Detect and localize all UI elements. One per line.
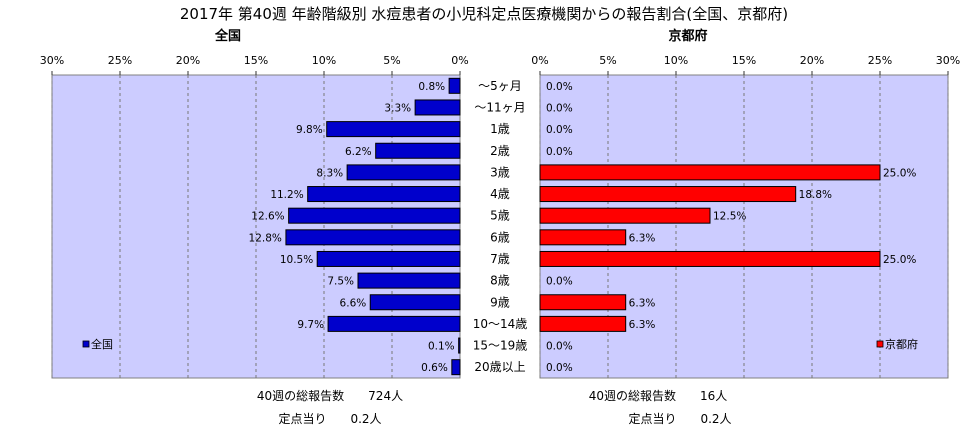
kyoto-data-label: 25.0% <box>883 254 916 266</box>
kyoto-x-tick-label: 0% <box>531 54 548 67</box>
national-bar <box>346 164 461 181</box>
national-bar <box>458 337 461 354</box>
kyoto-data-label: 0.0% <box>546 341 573 353</box>
kyoto-x-tick-label: 5% <box>599 54 616 67</box>
kyoto-data-label: 0.0% <box>546 362 573 374</box>
category-label: 8歳 <box>490 274 510 288</box>
kyoto-data-label: 6.3% <box>629 232 656 244</box>
category-label: 5歳 <box>490 209 510 223</box>
chart-title: 2017年 第40週 年齢階級別 水痘患者の小児科定点医療機関からの報告割合(全… <box>180 5 788 23</box>
national-bar <box>451 359 461 376</box>
kyoto-x-tick-label: 10% <box>664 54 688 67</box>
national-x-tick-label: 25% <box>108 54 132 67</box>
national-x-tick-label: 10% <box>312 54 336 67</box>
national-x-tick-label: 5% <box>383 54 400 67</box>
category-label: 2歳 <box>490 144 510 158</box>
national-data-label: 6.2% <box>345 146 372 158</box>
national-bar <box>316 250 461 267</box>
category-label: ～5ヶ月 <box>478 79 522 93</box>
national-bar <box>375 142 461 159</box>
national-x-tick-label: 15% <box>244 54 268 67</box>
kyoto-data-label: 18.8% <box>799 189 832 201</box>
national-x-tick-label: 0% <box>451 54 468 67</box>
national-data-label: 0.8% <box>418 81 445 93</box>
national-data-label: 9.8% <box>296 124 323 136</box>
kyoto-x-tick-label: 30% <box>936 54 960 67</box>
category-label: 6歳 <box>490 230 510 244</box>
kyoto-data-label: 6.3% <box>629 319 656 331</box>
category-label: 9歳 <box>490 295 510 309</box>
national-bar <box>326 121 461 138</box>
left-per-site: 定点当り 0.2人 <box>278 411 381 426</box>
category-labels: ～5ヶ月 ～11ヶ月 1歳 2歳 3歳 4歳 5歳 6歳 7歳 8歳 9歳 10～14歳 15～19歳 2… <box>473 79 528 374</box>
kyoto-data-label: 0.0% <box>546 102 573 114</box>
kyoto-x-tick-label: 20% <box>800 54 824 67</box>
kyoto-bar <box>539 294 627 311</box>
category-label: 15～19歳 <box>473 339 528 353</box>
left-total-reports: 40週の総報告数 724人 <box>257 388 403 403</box>
national-data-label: 0.1% <box>428 341 455 353</box>
category-label: 20歳以上 <box>474 360 525 374</box>
left-panel-national: 30% 25% 20% 15% 10% 5% 0% 0.8% 3.3% 9.8% 6.2%8.3% 1… <box>40 54 469 379</box>
national-data-label: 3.3% <box>384 102 411 114</box>
kyoto-data-label: 25.0% <box>883 167 916 179</box>
national-data-label: 7.5% <box>327 276 354 288</box>
kyoto-bar <box>539 164 881 181</box>
category-label: 7歳 <box>490 252 510 266</box>
national-data-label: 12.6% <box>251 211 284 223</box>
kyoto-data-label: 0.0% <box>546 81 573 93</box>
category-label: 1歳 <box>490 122 510 136</box>
national-legend-label: 全国 <box>91 337 113 351</box>
national-bar <box>285 229 461 246</box>
kyoto-legend-label: 京都府 <box>885 337 918 351</box>
national-bar <box>357 272 461 289</box>
kyoto-data-label: 6.3% <box>629 297 656 309</box>
national-bar <box>307 186 461 203</box>
category-label: 4歳 <box>490 187 510 201</box>
kyoto-x-tick-label: 15% <box>732 54 756 67</box>
kyoto-bar <box>539 229 627 246</box>
kyoto-bar <box>539 186 797 203</box>
national-data-label: 0.6% <box>421 362 448 374</box>
kyoto-data-label: 0.0% <box>546 146 573 158</box>
national-bar <box>327 315 461 332</box>
national-data-label: 12.8% <box>249 232 282 244</box>
national-data-label: 10.5% <box>280 254 313 266</box>
kyoto-bar <box>539 250 881 267</box>
left-subtitle: 全国 <box>214 28 241 44</box>
right-per-site: 定点当り 0.2人 <box>628 411 731 426</box>
kyoto-legend-swatch <box>876 340 884 348</box>
category-label: 3歳 <box>490 165 510 179</box>
right-total-reports: 40週の総報告数 16人 <box>589 388 728 403</box>
national-x-tick-label: 30% <box>40 54 64 67</box>
kyoto-bar <box>539 207 711 224</box>
national-data-label: 9.7% <box>297 319 324 331</box>
national-bar <box>288 207 461 224</box>
national-data-label: 8.3% <box>316 167 343 179</box>
right-subtitle: 京都府 <box>668 28 707 44</box>
kyoto-data-label: 0.0% <box>546 276 573 288</box>
category-label: 10～14歳 <box>473 317 528 331</box>
kyoto-bar <box>539 315 627 332</box>
national-data-label: 11.2% <box>270 189 303 201</box>
kyoto-data-label: 12.5% <box>713 211 746 223</box>
national-data-label: 6.6% <box>340 297 367 309</box>
national-x-tick-label: 20% <box>176 54 200 67</box>
kyoto-data-label: 0.0% <box>546 124 573 136</box>
right-panel-kyoto: 0% 5% 10% 15% 20% 25% 30% 0.0% 0.0% 0.0% 0.0% 25.0%… <box>531 54 960 379</box>
national-bar <box>448 77 461 94</box>
kyoto-x-tick-label: 25% <box>868 54 892 67</box>
national-legend-swatch <box>82 340 90 348</box>
national-bar <box>414 99 461 116</box>
category-label: ～11ヶ月 <box>474 100 525 114</box>
national-bar <box>369 294 461 311</box>
